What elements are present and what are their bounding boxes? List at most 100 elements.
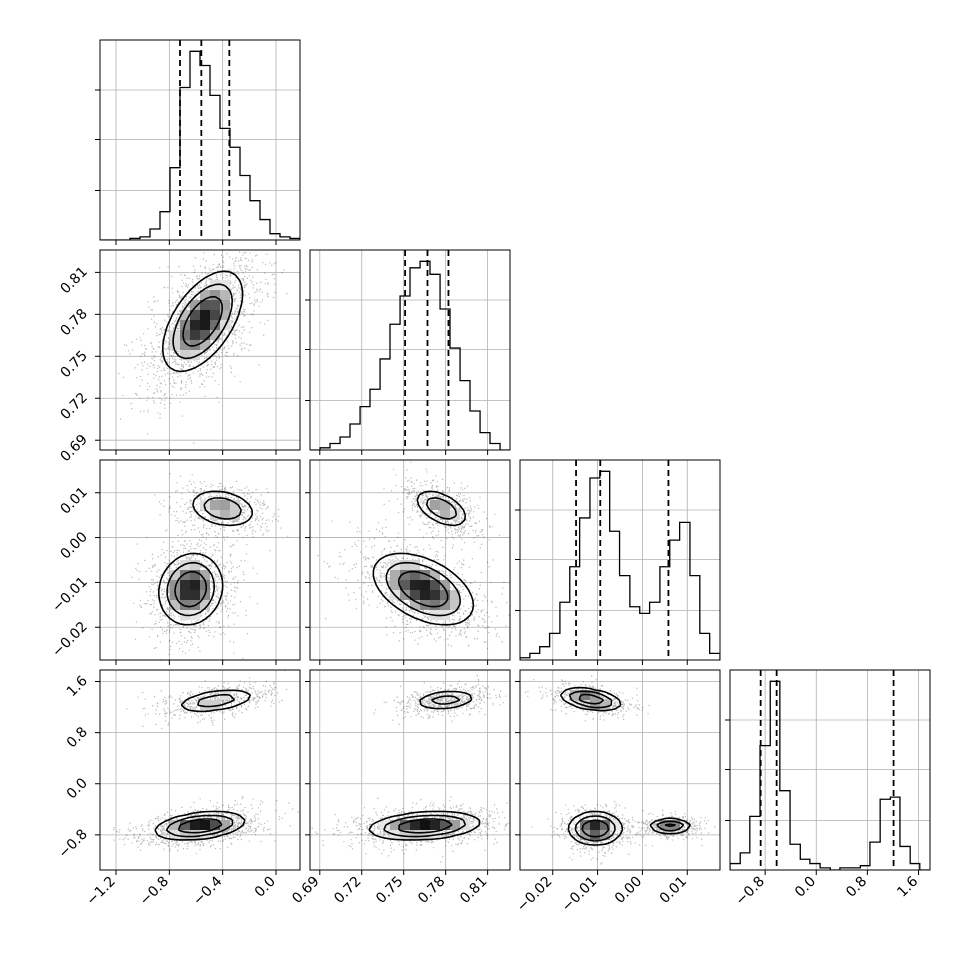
density-block (410, 560, 420, 570)
panel-3-3 (725, 669, 931, 875)
density-block (430, 500, 440, 510)
panel-3-0 (95, 669, 301, 875)
density-block (420, 570, 430, 580)
y-tick-label: 1.6 (64, 673, 91, 700)
density-block (430, 820, 440, 830)
y-tick-label: 0.8 (64, 724, 91, 751)
density-block (190, 820, 200, 830)
y-tick-label: 0.00 (57, 529, 90, 562)
density-block (180, 330, 190, 340)
histogram-step-0 (100, 50, 300, 240)
density-block (410, 580, 420, 590)
y-tick-label: 0.81 (57, 264, 90, 297)
density-block (180, 570, 190, 580)
density-block (210, 510, 220, 520)
density-block (440, 600, 450, 610)
x-tick-label: 1.6 (894, 873, 921, 900)
contour-level (372, 490, 475, 626)
contour-level (398, 818, 453, 834)
contour-level (154, 689, 252, 841)
density-block (190, 570, 200, 580)
density-block (190, 580, 200, 590)
density-block (220, 820, 230, 830)
density-layer (131, 473, 289, 660)
contour-level (162, 270, 244, 373)
density-block (210, 820, 220, 830)
density-block (420, 830, 430, 840)
panel-frame (309, 459, 511, 661)
x-tick-label: −0.8 (137, 874, 172, 909)
density-block (600, 700, 610, 710)
gridlines (310, 460, 510, 660)
panel-frame (99, 39, 301, 241)
histogram-step-1 (310, 260, 510, 450)
density-block (440, 500, 450, 510)
x-tick-label: 0.75 (373, 874, 406, 907)
density-block (440, 510, 450, 520)
panel-frame (99, 669, 301, 871)
contour-level (165, 693, 236, 838)
density-block (170, 340, 180, 350)
histogram-step-2 (520, 470, 720, 660)
density-block (430, 590, 440, 600)
contour-level (182, 295, 223, 347)
density-block (450, 600, 460, 610)
x-tick-label: 0.69 (289, 874, 322, 907)
density-block (220, 500, 230, 510)
density-block (190, 830, 200, 840)
density-block (170, 580, 180, 590)
density-block (170, 820, 180, 830)
contour-level (166, 497, 242, 617)
density-block (210, 500, 220, 510)
panel-0-0 (95, 39, 301, 245)
density-block (210, 700, 220, 710)
density-block (600, 830, 610, 840)
gridlines (310, 250, 510, 450)
x-tick-label: 0.00 (612, 874, 645, 907)
gridlines (310, 670, 510, 870)
density-block (200, 580, 210, 590)
x-tick-label: 0.0 (252, 874, 279, 901)
y-tick-label: 0.75 (57, 348, 90, 381)
density-block (440, 580, 450, 590)
density-block (200, 320, 210, 330)
density-block (200, 330, 210, 340)
density-block (190, 350, 200, 360)
density-block (450, 510, 460, 520)
contour-level (172, 283, 233, 360)
density-block (220, 510, 230, 520)
density-block (190, 560, 200, 570)
scatter-samples (131, 473, 289, 660)
density-block (180, 350, 190, 360)
density-block (590, 820, 600, 830)
density-block (400, 570, 410, 580)
gridlines (520, 460, 720, 660)
density-block (450, 820, 460, 830)
y-tick-label: 0.69 (57, 432, 90, 465)
density-block (390, 570, 400, 580)
density-block (180, 830, 190, 840)
x-tick-label: 0.0 (792, 874, 819, 901)
density-block (440, 820, 450, 830)
contour-level (397, 570, 449, 608)
density-block (230, 510, 240, 520)
x-tick-label: 0.81 (457, 874, 490, 907)
gridlines (100, 40, 300, 240)
density-block (190, 310, 200, 320)
panel-2-2 (515, 459, 721, 665)
contour-level (177, 818, 223, 834)
density-block (180, 580, 190, 590)
y-tick-label: −0.02 (49, 619, 91, 661)
density-block (200, 340, 210, 350)
x-tick-label: −0.4 (190, 873, 225, 908)
density-block (180, 310, 190, 320)
density-block (430, 580, 440, 590)
density-block (210, 330, 220, 340)
density-block (220, 290, 230, 300)
density-block (190, 300, 200, 310)
scatter-samples (113, 670, 299, 855)
density-block (180, 590, 190, 600)
panel-1-1 (305, 249, 511, 455)
density-layer (525, 675, 716, 865)
